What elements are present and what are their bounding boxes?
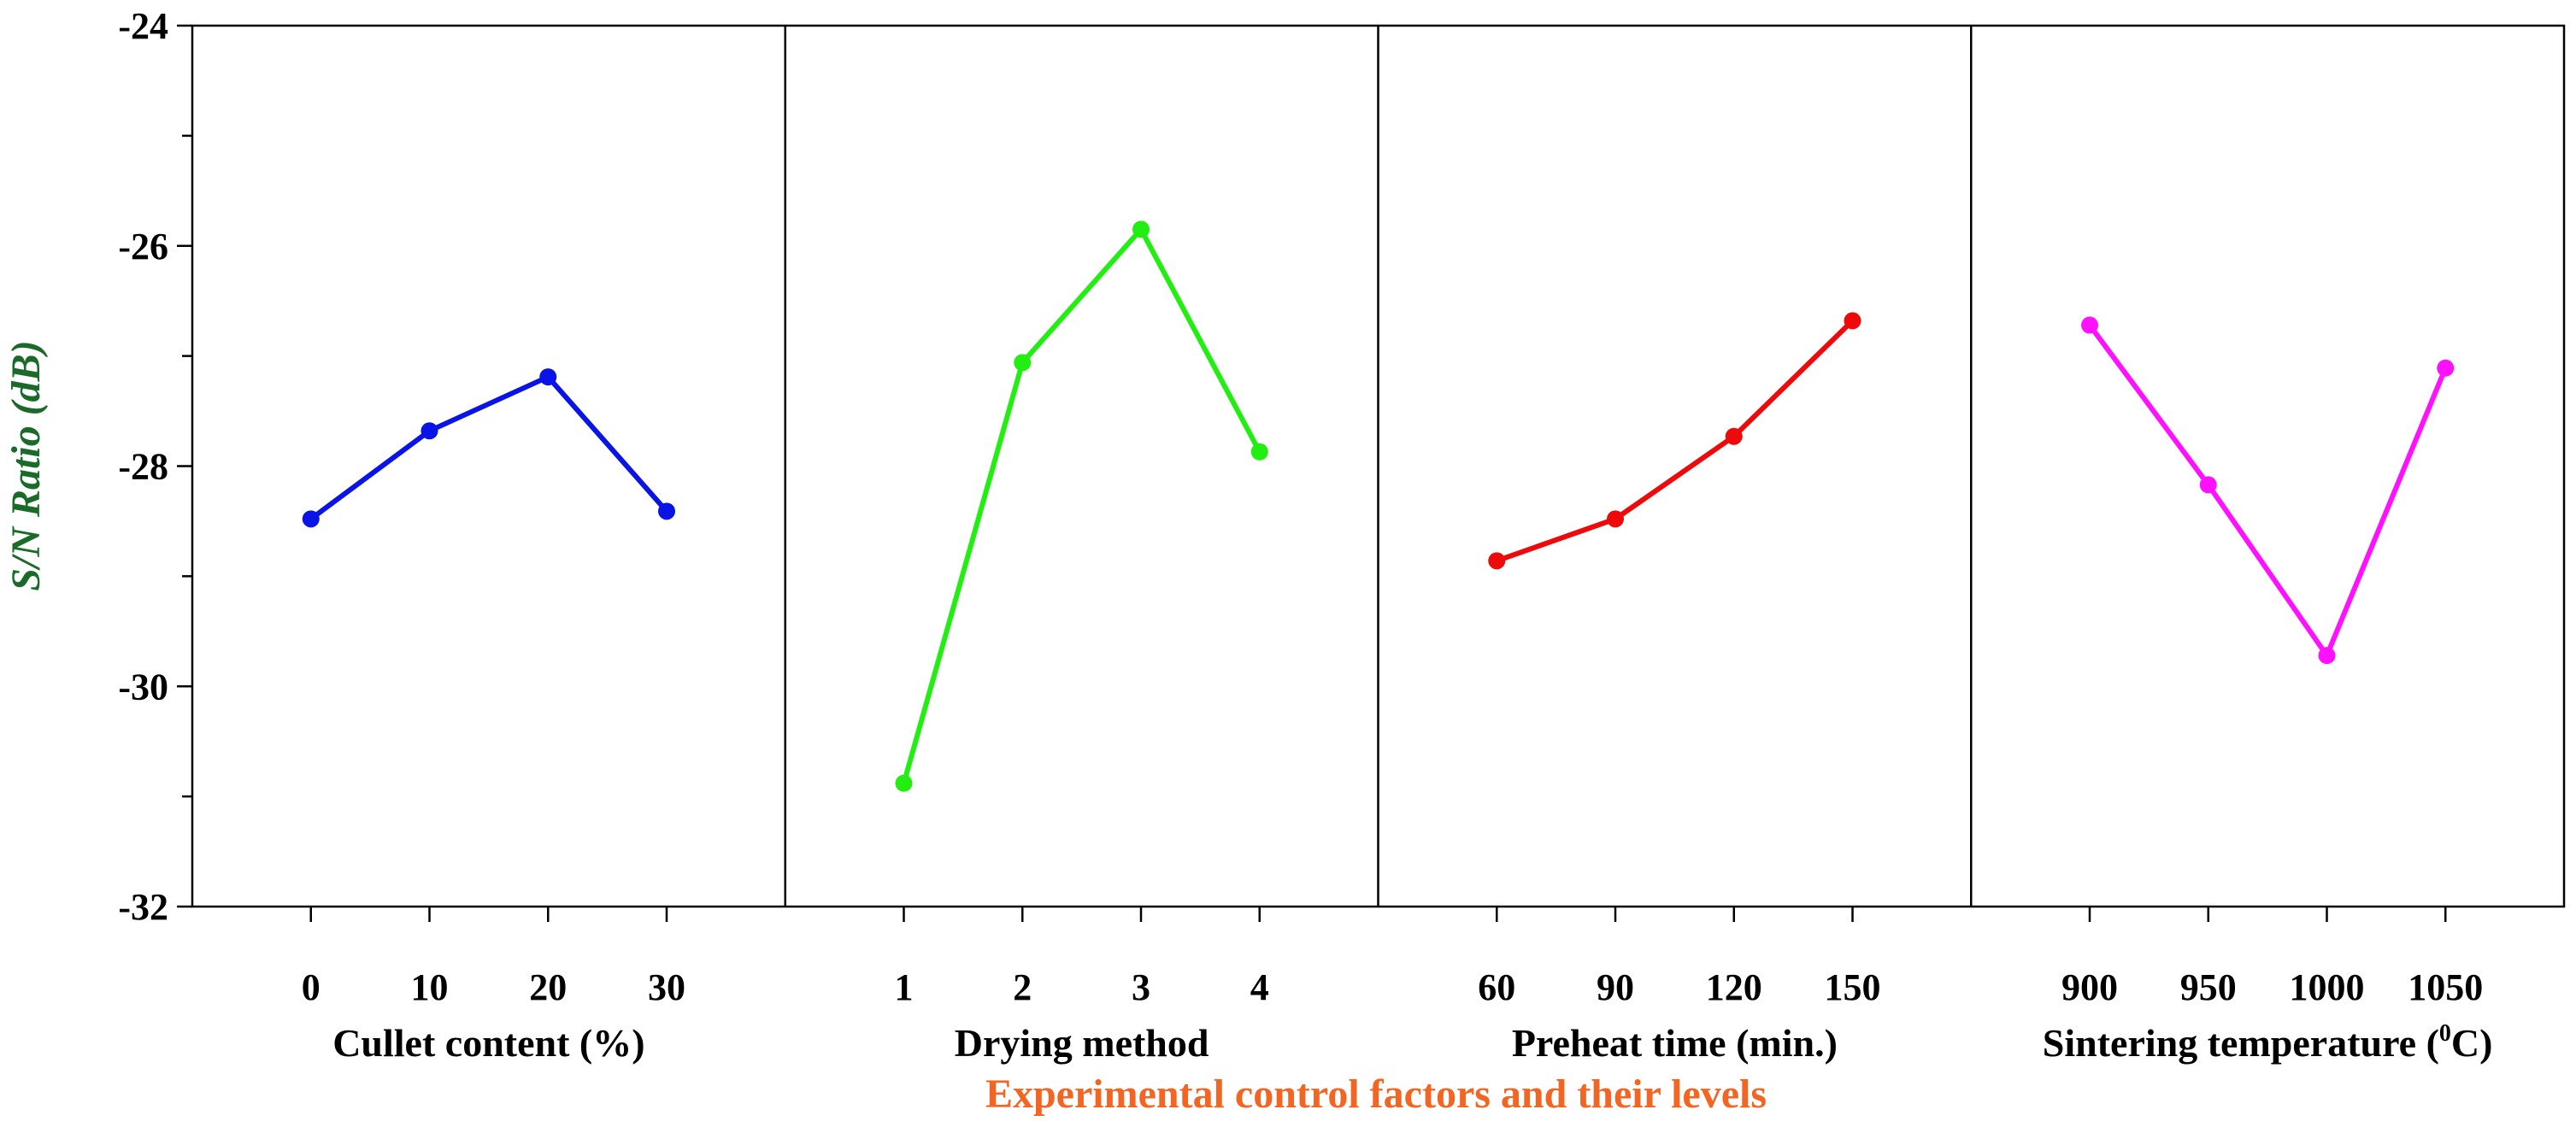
data-point xyxy=(1250,443,1268,461)
data-point xyxy=(2437,359,2455,377)
x-tick-label: 1 xyxy=(895,966,914,1008)
panel-axis-label-main: Sintering temperature ( xyxy=(2043,1021,2439,1065)
data-point xyxy=(658,502,675,520)
panel-axis-label: Sintering temperature (0C) xyxy=(2043,1020,2493,1065)
data-point xyxy=(1844,312,1861,330)
data-point xyxy=(421,422,438,440)
data-point xyxy=(1725,427,1743,445)
data-point xyxy=(2081,316,2098,334)
x-tick-label: 4 xyxy=(1250,966,1269,1008)
x-tick-label: 120 xyxy=(1706,966,1762,1008)
data-point xyxy=(1607,510,1624,528)
y-axis-label: S/N Ratio (dB) xyxy=(3,340,49,590)
x-tick-label: 30 xyxy=(648,966,685,1008)
data-point xyxy=(1014,354,1032,372)
panel-axis-label: Preheat time (min.) xyxy=(1512,1021,1838,1065)
x-tick-label: 900 xyxy=(2061,966,2118,1008)
y-tick-label: -32 xyxy=(118,886,168,928)
x-tick-label: 60 xyxy=(1478,966,1515,1008)
series-line xyxy=(2087,323,2449,659)
panel-2: 1 2 3 4 Drying method xyxy=(895,220,1269,1065)
panel-axis-label-main: Cullet content (%) xyxy=(332,1021,644,1065)
panel-axis-label: Drying method xyxy=(955,1021,1209,1065)
data-point xyxy=(539,368,557,386)
x-tick-label: 10 xyxy=(411,966,449,1008)
x-tick-label: 150 xyxy=(1825,966,1881,1008)
series-line xyxy=(901,226,1262,784)
data-point xyxy=(302,510,320,528)
panel-3: 60 90 120 150 Preheat time (min.) xyxy=(1478,312,1881,1065)
x-tick-label: 20 xyxy=(529,966,567,1008)
series-line xyxy=(309,374,669,521)
x-tick-label: 1000 xyxy=(2290,966,2365,1008)
data-point xyxy=(2199,476,2217,494)
data-point xyxy=(1132,220,1150,238)
data-point xyxy=(1488,552,1506,570)
panel-axis-label-end: C) xyxy=(2451,1021,2493,1065)
y-tick-label: -30 xyxy=(118,666,168,707)
y-tick-label: -26 xyxy=(118,226,168,267)
x-tick-label: 2 xyxy=(1013,966,1032,1008)
x-tick-label: 1050 xyxy=(2408,966,2483,1008)
panel-axis-label-main: Preheat time (min.) xyxy=(1512,1021,1838,1065)
panel-4: 900 950 1000 1050 Sintering temperature (0C) xyxy=(2043,316,2493,1065)
panel-axis-label-main: Drying method xyxy=(955,1021,1209,1065)
y-axis: -24 -26 -28 -30 -32 xyxy=(118,5,192,928)
x-tick-label: 950 xyxy=(2180,966,2237,1008)
panel-axis-label-sup: 0 xyxy=(2439,1020,2451,1047)
data-point xyxy=(2318,647,2336,665)
series-line xyxy=(1496,319,1855,564)
x-axis-main-label: Experimental control factors and their l… xyxy=(985,1071,1767,1117)
y-tick-label: -24 xyxy=(118,5,168,47)
x-tick-label: 90 xyxy=(1597,966,1634,1008)
plot-frame xyxy=(191,24,2566,908)
data-point xyxy=(895,774,913,792)
x-tick-label: 3 xyxy=(1132,966,1150,1008)
x-tick-label: 0 xyxy=(302,966,321,1008)
y-tick-label: -28 xyxy=(118,446,168,488)
panel-axis-label: Cullet content (%) xyxy=(332,1021,644,1065)
